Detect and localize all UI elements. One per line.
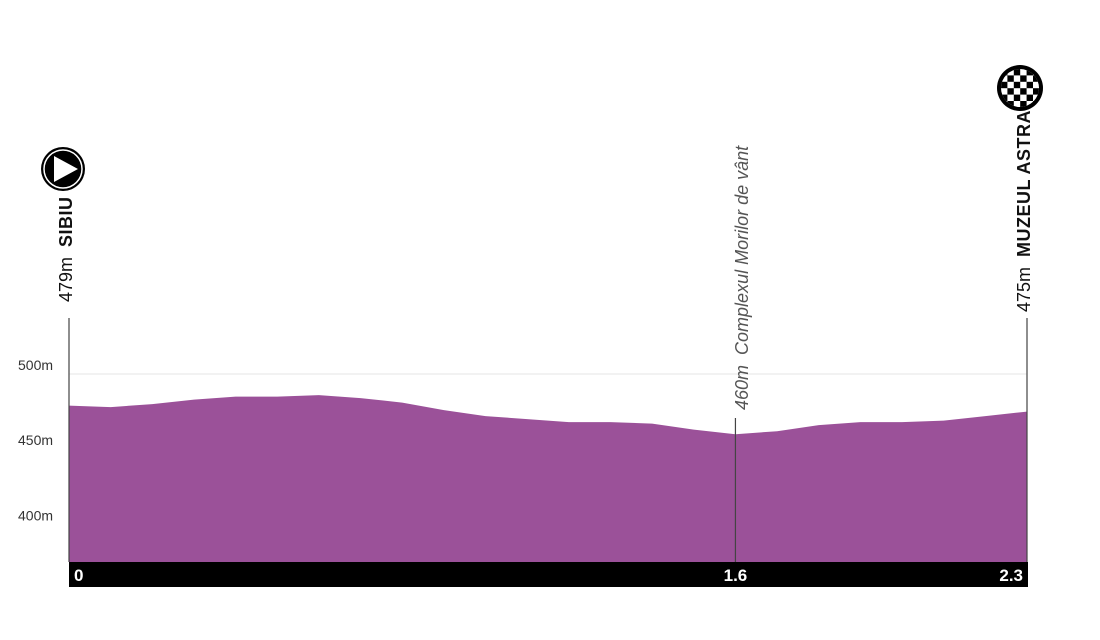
x-axis-ticks: 0 1.6 2.3 — [74, 566, 1023, 585]
y-tick-label: 500m — [18, 357, 53, 373]
y-axis-ticks: 400m 450m 500m — [18, 357, 53, 523]
finish-altitude: 475m — [1014, 267, 1034, 312]
y-tick-label: 400m — [18, 507, 53, 523]
distance-bar — [69, 562, 1028, 587]
play-icon — [41, 147, 85, 191]
flag-square — [1033, 75, 1039, 82]
flag-square — [1026, 81, 1033, 89]
start-name: SIBIU — [56, 196, 76, 247]
finish-name: MUZEUL ASTRA — [1014, 110, 1034, 257]
flag-square — [1020, 88, 1027, 95]
checkpoint-label: 460m Complexul Morilor de vânt — [732, 145, 752, 410]
start-label: 479m SIBIU — [56, 196, 76, 302]
flag-square — [1007, 75, 1014, 82]
start-altitude: 479m — [56, 257, 76, 302]
flag-square — [1007, 101, 1014, 107]
flag-square — [1033, 88, 1039, 95]
x-tick-label: 2.3 — [999, 566, 1023, 585]
x-tick-label: 1.6 — [724, 566, 748, 585]
flag-square — [1026, 94, 1033, 101]
y-tick-label: 450m — [18, 432, 53, 448]
flag-square — [1026, 69, 1033, 76]
checkpoint-name: Complexul Morilor de vânt — [732, 145, 752, 355]
flag-square — [1001, 94, 1008, 101]
elevation-area — [69, 395, 1027, 562]
flag-square — [1007, 88, 1014, 95]
flag-square — [1001, 81, 1008, 89]
flag-square — [1013, 81, 1021, 89]
x-tick-label: 0 — [74, 566, 83, 585]
flag-square — [1020, 101, 1027, 107]
finish-label: 475m MUZEUL ASTRA — [1014, 110, 1034, 312]
flag-square — [1013, 94, 1021, 101]
checkered-flag-icon — [997, 65, 1043, 111]
flag-square — [1013, 69, 1021, 76]
flag-square — [1020, 75, 1027, 82]
checkpoint-altitude: 460m — [732, 365, 752, 410]
